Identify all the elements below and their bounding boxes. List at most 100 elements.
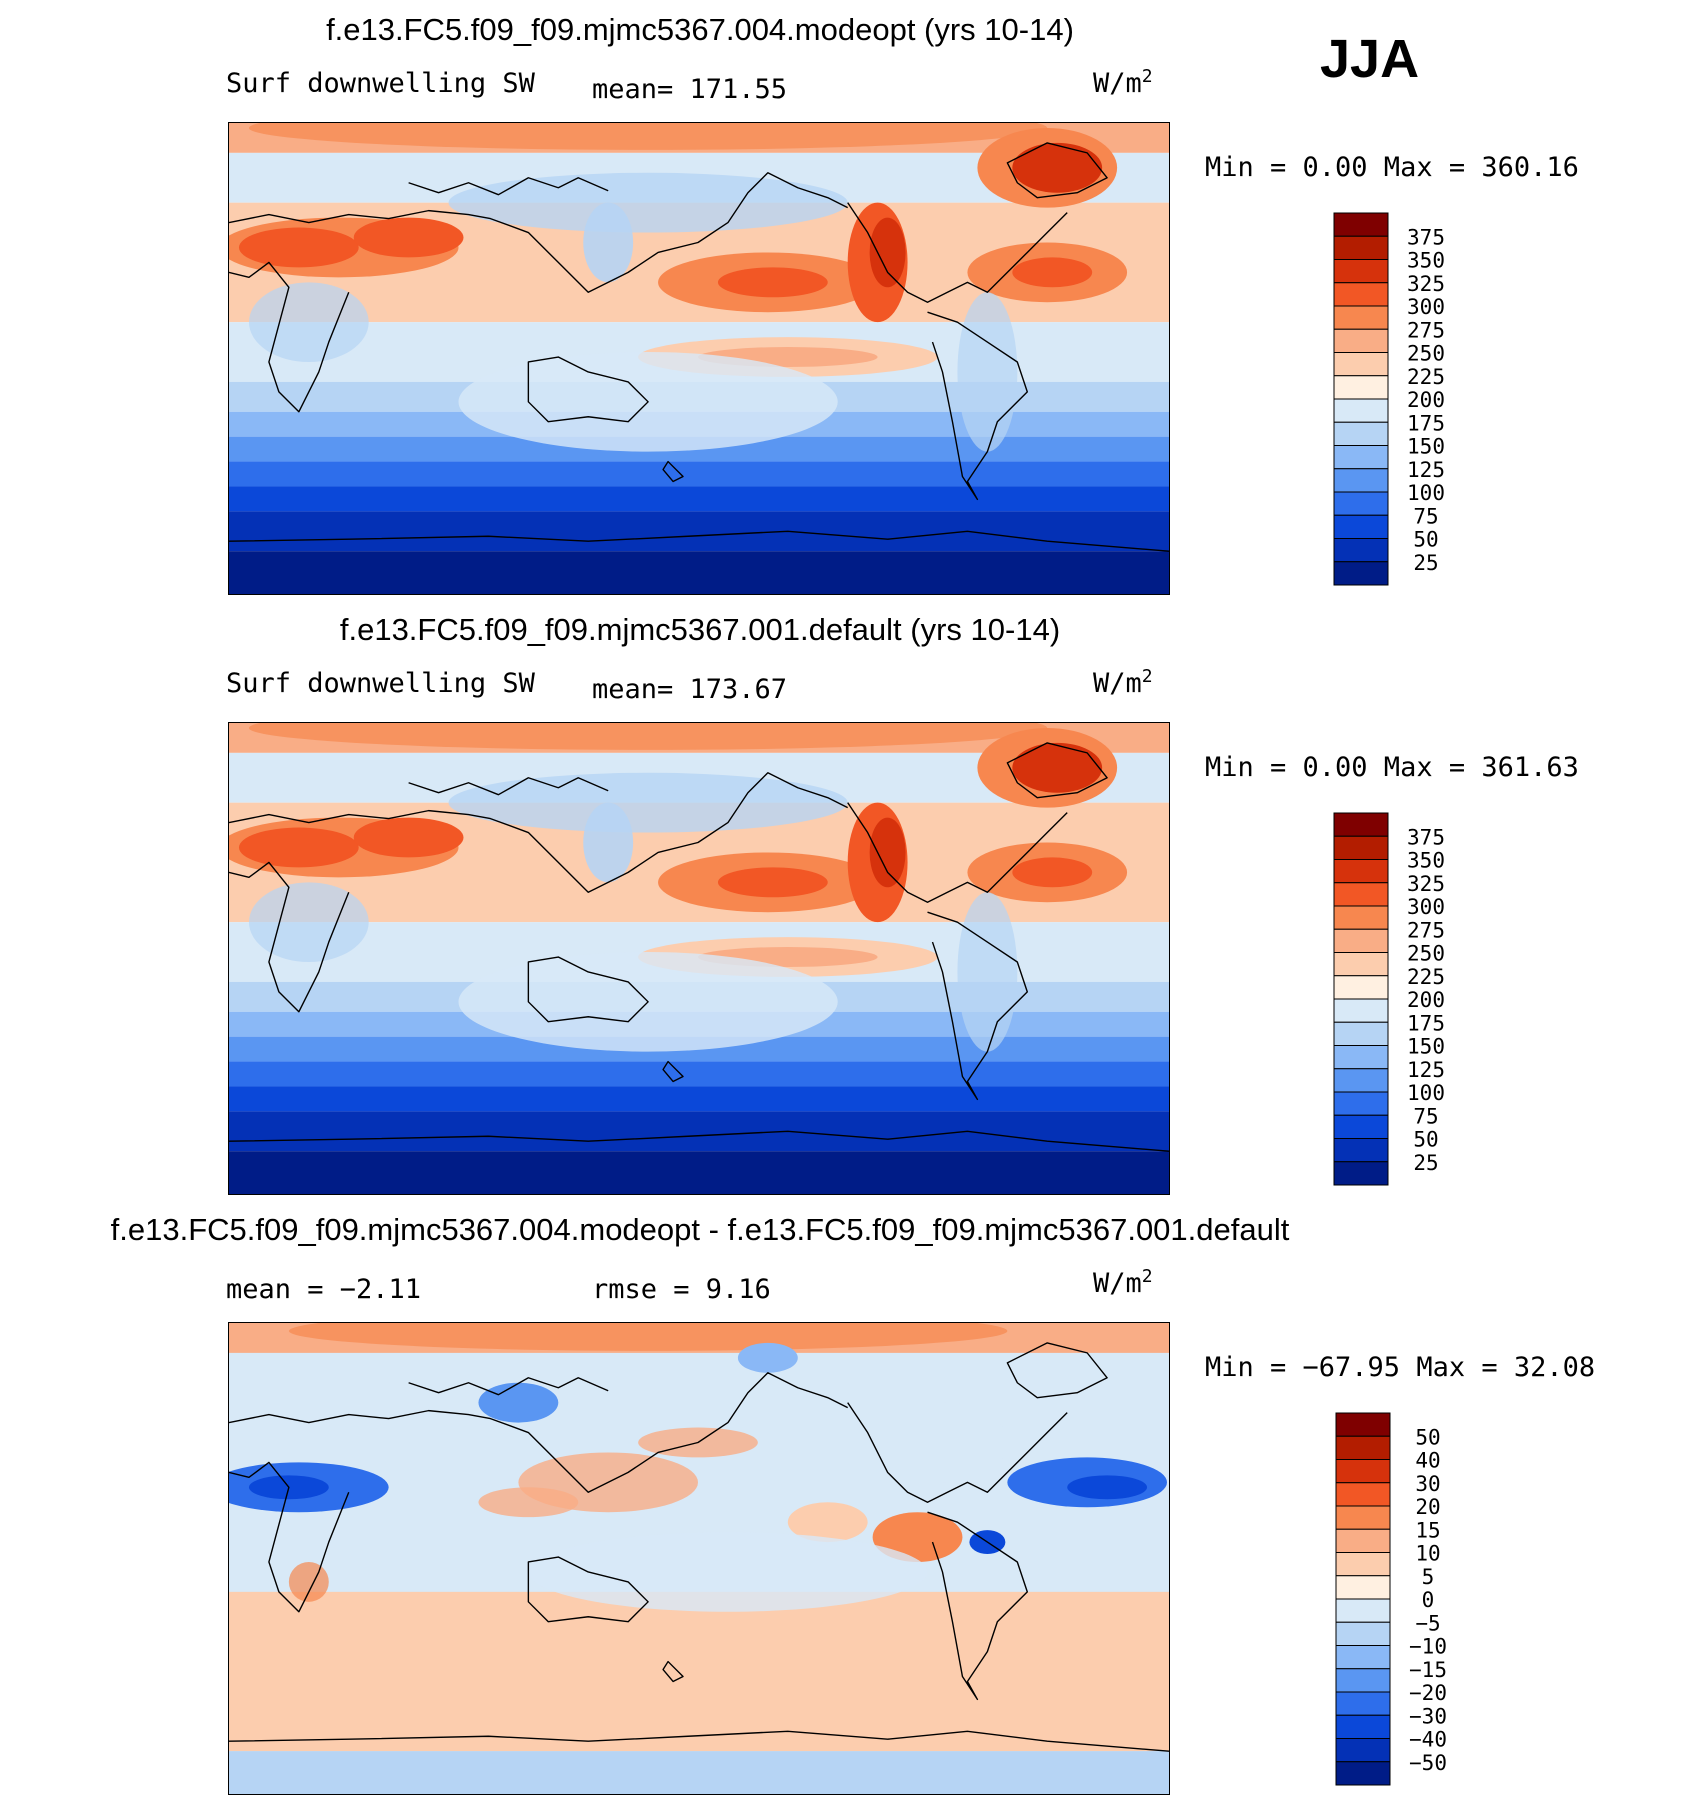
coastline xyxy=(847,202,1068,303)
colorbar-swatch xyxy=(1333,514,1389,539)
colorbar-swatch xyxy=(1335,1459,1391,1484)
panel-2-mean-label: mean= 173.67 xyxy=(592,674,788,705)
field-patch xyxy=(957,292,1018,452)
field-patch xyxy=(238,227,359,268)
colorbar-swatch xyxy=(1333,1138,1389,1163)
panel-1-map-svg xyxy=(229,123,1169,594)
colorbar-tick-label: 375 xyxy=(1407,225,1445,249)
panel-1-units-label: W/m2 xyxy=(1093,66,1153,99)
colorbar-swatch xyxy=(1333,812,1389,837)
colorbar-swatch xyxy=(1333,421,1389,446)
field-patch xyxy=(787,1502,868,1543)
coastline xyxy=(408,1377,609,1396)
coastline xyxy=(662,460,684,483)
colorbar-tick-label: 375 xyxy=(1407,825,1445,849)
field-patch xyxy=(248,882,369,962)
colorbar-swatch xyxy=(1333,1021,1389,1046)
field-patch xyxy=(249,723,1048,750)
colorbar-tick-label: 15 xyxy=(1415,1518,1440,1542)
colorbar-swatch xyxy=(1335,1645,1391,1670)
field-patch xyxy=(1067,1475,1148,1500)
field-band xyxy=(229,511,1169,552)
field-band xyxy=(229,1151,1169,1194)
field-patch xyxy=(737,1342,798,1373)
field-patch xyxy=(248,282,369,362)
colorbar-swatch xyxy=(1335,1598,1391,1623)
field-patch xyxy=(583,202,634,283)
field-patch xyxy=(353,217,464,258)
colorbar-swatch xyxy=(1335,1761,1391,1786)
colorbar-tick-label: 325 xyxy=(1407,872,1445,896)
units-exponent: 2 xyxy=(1141,1266,1153,1287)
colorbar-tick-label: 275 xyxy=(1407,318,1445,342)
coastline xyxy=(927,911,1028,1101)
coastline xyxy=(229,530,1169,552)
field-patch xyxy=(1012,142,1103,193)
coastline xyxy=(1006,742,1108,799)
coastline xyxy=(1006,1342,1108,1399)
panel-2-colorbar: 375 350 325 300 275 250 225 200 175 150 125 100 75 50… xyxy=(1333,812,1534,1186)
field-band xyxy=(229,461,1169,487)
field-band xyxy=(229,486,1169,512)
panel-1-colorbar: 375 350 325 300 275 250 225 200 175 150 125 100 75 50… xyxy=(1333,212,1534,586)
coastline xyxy=(1006,142,1108,199)
colorbar-swatch xyxy=(1335,1552,1391,1577)
colorbar-tick-label: 200 xyxy=(1407,988,1445,1012)
colorbar-tick-label: 40 xyxy=(1415,1449,1440,1473)
panel-2-map xyxy=(228,722,1170,1195)
field-patch xyxy=(249,123,1048,150)
colorbar-tick-label: −50 xyxy=(1409,1751,1447,1775)
coastline xyxy=(847,802,1068,903)
colorbar-tick-label: 250 xyxy=(1407,942,1445,966)
panel-1-map xyxy=(228,122,1170,595)
colorbar-swatch xyxy=(1333,445,1389,470)
colorbar-tick-label: −30 xyxy=(1409,1704,1447,1728)
colorbar-swatch xyxy=(1333,1161,1389,1186)
colorbar-swatch xyxy=(1335,1505,1391,1530)
colorbar-swatch xyxy=(1335,1738,1391,1763)
colorbar-tick-label: −40 xyxy=(1409,1728,1447,1752)
colorbar-tick-label: 100 xyxy=(1407,481,1445,505)
field-band xyxy=(229,1751,1169,1794)
field-band xyxy=(229,1086,1169,1112)
colorbar-swatch xyxy=(1333,235,1389,260)
coastline xyxy=(527,356,649,423)
colorbar-tick-label: −5 xyxy=(1415,1611,1440,1635)
colorbar-swatch xyxy=(1333,928,1389,953)
colorbar-swatch xyxy=(1333,259,1389,284)
colorbar-tick-label: 350 xyxy=(1407,249,1445,273)
panel-2-minmax: Min = 0.00 Max = 361.63 xyxy=(1205,752,1579,783)
field-patch xyxy=(288,1561,329,1602)
coastline xyxy=(662,1660,684,1683)
coastline xyxy=(229,1461,350,1613)
field-patch xyxy=(528,1532,928,1612)
panel-3-units-label: W/m2 xyxy=(1093,1266,1153,1299)
field-patch xyxy=(448,172,848,233)
colorbar-tick-label: 325 xyxy=(1407,272,1445,296)
coastline xyxy=(229,172,848,293)
colorbar-swatch xyxy=(1335,1714,1391,1739)
field-band xyxy=(229,551,1169,594)
field-patch xyxy=(717,267,828,298)
coastline xyxy=(229,261,350,413)
panel-3-map-svg xyxy=(229,1323,1169,1794)
coastline xyxy=(229,1130,1169,1152)
colorbar-swatch xyxy=(1333,491,1389,516)
colorbar-tick-label: 175 xyxy=(1407,411,1445,435)
colorbar-swatch xyxy=(1333,305,1389,330)
field-patch xyxy=(1012,257,1093,288)
field-band xyxy=(229,1591,1169,1752)
colorbar-swatch xyxy=(1335,1691,1391,1716)
colorbar-swatch xyxy=(1333,835,1389,860)
colorbar-swatch xyxy=(1333,561,1389,586)
colorbar-tick-label: 225 xyxy=(1407,965,1445,989)
field-patch xyxy=(872,1512,963,1562)
panel-2-variable-label: Surf downwelling SW xyxy=(226,668,535,699)
colorbar-swatch xyxy=(1333,538,1389,563)
panel-3-mean-label: mean = −2.11 xyxy=(226,1274,422,1305)
colorbar-swatch xyxy=(1335,1482,1391,1507)
coastline xyxy=(229,772,848,893)
coastline xyxy=(527,956,649,1023)
panel-2-title: f.e13.FC5.f09_f09.mjmc5367.001.default (… xyxy=(339,612,1061,647)
colorbar-tick-label: 75 xyxy=(1413,504,1438,528)
